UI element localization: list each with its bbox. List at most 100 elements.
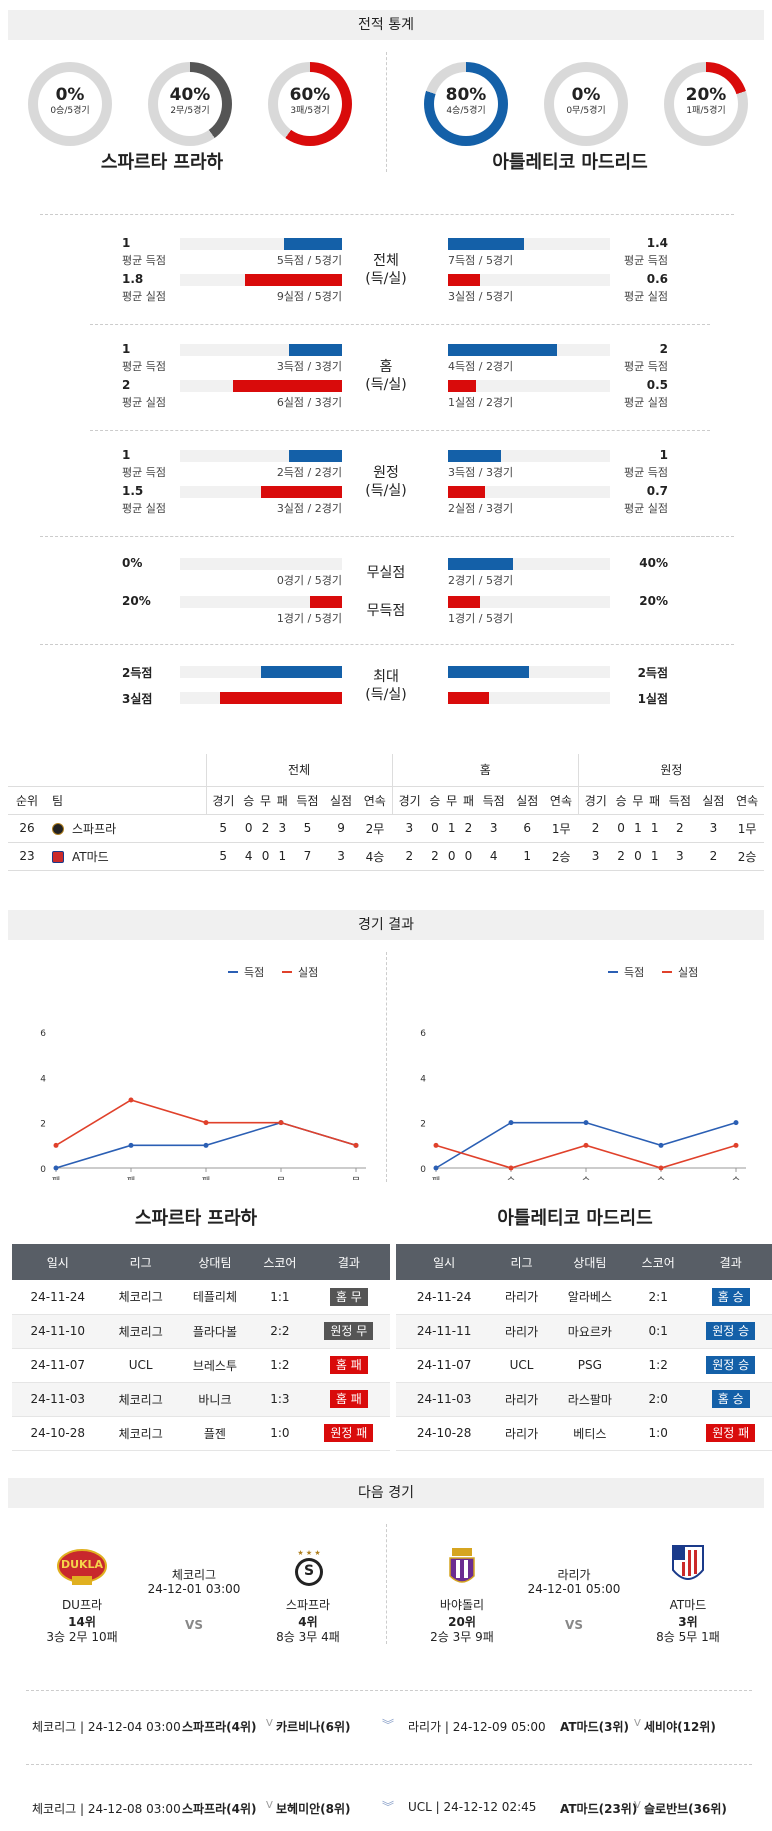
match-score: 2:1 xyxy=(628,1280,688,1315)
fixture-home[interactable]: 스파프라(4위) xyxy=(182,1802,257,1816)
match-league: 체코리그 xyxy=(103,1416,178,1451)
match-opp[interactable]: 베티스 xyxy=(550,1416,629,1451)
standings-cell: 2 xyxy=(261,821,270,835)
home-noscore-bar xyxy=(310,596,342,608)
valladolid-logo-icon xyxy=(446,1546,478,1588)
y-tick-label: 6 xyxy=(420,1029,426,1039)
fixture-home[interactable]: 스파프라(4위) xyxy=(182,1720,257,1734)
away-score-caption: 7득점 / 5경기 xyxy=(448,254,514,267)
match-opp[interactable]: PSG xyxy=(550,1348,629,1383)
match-opp[interactable]: 브레스투 xyxy=(177,1348,253,1383)
fixture-v: V xyxy=(266,1800,273,1811)
fixture-away[interactable]: 보헤미안(8위) xyxy=(276,1802,351,1816)
rank: 23 xyxy=(19,849,35,863)
match-league: 체코리그 xyxy=(103,1314,178,1349)
chevron-down-icon[interactable]: ︾ xyxy=(382,1718,395,1732)
donut-pct: 80% xyxy=(445,85,487,105)
standings-table: 전체 홈 원정 순위 팀 경기 승 무 패 득점 실점 연속 경기 승 무 패 득점 실점 연속 경기 승 무 패 득점… xyxy=(8,754,764,871)
match-score: 1:0 xyxy=(628,1416,688,1451)
home-recent-matches: 일시 리그 상대팀 스코어 결과 24-11-24 체코리그 테플리체 1:1 홈 무 24-11-… xyxy=(12,1244,390,1451)
next-right-league: 라리가 xyxy=(557,1568,591,1582)
away-avg-score: 1.4 xyxy=(646,236,668,250)
match-row: 24-11-03 라리가 라스팔마 2:0 홈 승 xyxy=(396,1382,772,1417)
next-right-team-b[interactable]: AT마드 xyxy=(669,1598,707,1612)
match-league: 라리가 xyxy=(492,1416,551,1451)
fixture-away[interactable]: 세비야(12위) xyxy=(644,1720,716,1734)
score-point xyxy=(658,1142,664,1148)
concede-point xyxy=(583,1142,589,1148)
standings-cell: 0 xyxy=(244,821,253,835)
donut-pct: 0% xyxy=(571,85,601,105)
standings-col-header: 실점 xyxy=(330,793,353,808)
home-avg-score-label: 평균 득점 xyxy=(122,466,166,479)
standings-col-header: 패 xyxy=(276,793,288,808)
next-left-league: 체코리그 xyxy=(171,1568,217,1582)
home-score-caption: 3득점 / 3경기 xyxy=(276,360,342,373)
concede-point xyxy=(733,1142,739,1148)
x-tick-label: 무 xyxy=(352,1176,360,1180)
x-tick-label: 승 xyxy=(657,1176,665,1180)
standings-cell: 5 xyxy=(303,821,312,835)
standings-cell: 0 xyxy=(261,849,270,863)
next-section-title: 다음 경기 xyxy=(8,1478,764,1508)
standings-cell: 3 xyxy=(591,849,600,863)
avg-category: 홈 xyxy=(379,359,393,375)
match-opp[interactable]: 라스팔마 xyxy=(550,1382,629,1417)
away-clean-pct: 40% xyxy=(639,556,668,570)
donut-sub: 0승/5경기 xyxy=(50,106,90,116)
standings-group-away: 원정 xyxy=(577,754,764,786)
donut-3: 60% 3패/5경기 xyxy=(268,62,352,146)
fixture-info: 라리가 | 24-12-09 05:00 xyxy=(408,1720,546,1734)
match-opp[interactable]: 마요르카 xyxy=(550,1314,629,1349)
next-left-team-a[interactable]: DU프라 xyxy=(61,1598,103,1612)
svg-text:★ ★ ★: ★ ★ ★ xyxy=(297,1549,320,1557)
away-recent-matches: 일시 리그 상대팀 스코어 결과 24-11-24 라리가 알라베스 2:1 홈 승 24-11-1… xyxy=(396,1244,772,1451)
fixture-away[interactable]: 슬로반브(36위) xyxy=(644,1802,727,1816)
away-score-caption: 4득점 / 2경기 xyxy=(448,360,514,373)
match-date: 24-11-24 xyxy=(396,1280,493,1315)
next-right-team-b-record: 8승 5무 1패 xyxy=(656,1630,720,1644)
match-opp[interactable]: 플라다볼 xyxy=(177,1314,253,1349)
match-row: 24-11-10 체코리그 플라다볼 2:2 원정 무 xyxy=(12,1314,390,1349)
next-right-team-a[interactable]: 바야돌리 xyxy=(439,1598,485,1612)
result-badge: 원정 무 xyxy=(324,1322,374,1340)
donut-4: 80% 4승/5경기 xyxy=(424,62,508,146)
next-left-vs: VS xyxy=(185,1618,203,1632)
match-opp[interactable]: 플젠 xyxy=(177,1416,253,1451)
result-badge: 홈 무 xyxy=(329,1287,368,1306)
match-opp[interactable]: 테플리체 xyxy=(177,1280,253,1315)
match-row: 24-11-11 라리가 마요르카 0:1 원정 승 xyxy=(396,1314,772,1349)
standings-col-header: 연속 xyxy=(549,793,572,808)
home-concede-caption: 9실점 / 5경기 xyxy=(276,290,342,303)
away-avg-score: 1 xyxy=(659,448,668,462)
standings-col-header: 무 xyxy=(632,793,644,808)
away-concede-caption: 1실점 / 2경기 xyxy=(448,396,514,409)
away-concede-caption: 3실점 / 5경기 xyxy=(448,290,514,303)
next-right-team-a-record: 2승 3무 9패 xyxy=(430,1630,494,1644)
y-tick-label: 0 xyxy=(40,1165,46,1175)
team-name[interactable]: 스파프라 xyxy=(72,821,117,836)
away-max-score: 2득점 xyxy=(637,666,668,680)
away-max-score-bar xyxy=(448,666,529,678)
y-tick-label: 2 xyxy=(420,1120,426,1130)
result-badge: 원정 승 xyxy=(706,1322,756,1340)
standings-cell: 7 xyxy=(303,849,312,863)
standings-cell: 3 xyxy=(676,849,684,863)
y-tick-label: 0 xyxy=(420,1165,426,1175)
stats-section-title: 전적 통계 xyxy=(8,10,764,40)
fixture-v: V xyxy=(634,1800,641,1811)
match-header: 상대팀 xyxy=(177,1244,253,1280)
score-point xyxy=(433,1165,439,1171)
match-opp[interactable]: 바니크 xyxy=(177,1382,253,1417)
x-tick-label: 승 xyxy=(507,1176,515,1180)
fixture-away[interactable]: 카르비나(6위) xyxy=(276,1720,351,1734)
chevron-down-icon[interactable]: ︾ xyxy=(382,1800,395,1814)
home-concede-caption: 3실점 / 2경기 xyxy=(276,502,342,515)
fixture-home[interactable]: AT마드(23위) xyxy=(560,1802,638,1816)
fixture-home[interactable]: AT마드(3위) xyxy=(560,1720,629,1734)
away-avg-concede: 0.6 xyxy=(646,272,668,286)
team-name[interactable]: AT마드 xyxy=(72,849,109,864)
match-opp[interactable]: 알라베스 xyxy=(550,1280,629,1315)
standings-cell: 1무 xyxy=(737,821,757,836)
next-left-team-b[interactable]: 스파프라 xyxy=(285,1598,331,1612)
